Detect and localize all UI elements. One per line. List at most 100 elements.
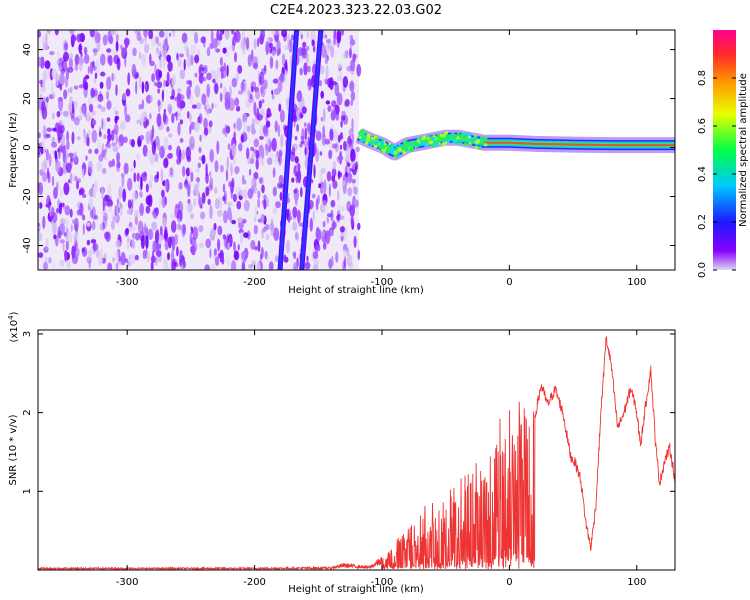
- y-tick-label: -40: [22, 237, 33, 253]
- signal-peak: [483, 141, 675, 147]
- noise-blob: [138, 104, 143, 110]
- noise-blob: [190, 171, 194, 182]
- noise-blob: [243, 120, 248, 131]
- noise-blob: [169, 32, 171, 37]
- noise-blob: [278, 174, 284, 184]
- noise-blob: [337, 135, 344, 140]
- noise-blob: [241, 261, 246, 270]
- noise-blob: [240, 134, 244, 144]
- noise-blob: [83, 132, 87, 146]
- noise-blob: [278, 149, 283, 157]
- noise-blob: [209, 180, 213, 190]
- noise-blob: [174, 233, 178, 246]
- noise-blob: [127, 72, 131, 86]
- noise-blob: [326, 216, 329, 223]
- noise-blob: [333, 31, 336, 46]
- noise-blob: [94, 30, 99, 44]
- signal-speck: [460, 133, 464, 137]
- noise-blob: [195, 177, 201, 183]
- noise-blob: [69, 52, 74, 59]
- noise-blob: [356, 64, 362, 77]
- noise-blob: [69, 208, 73, 218]
- noise-blob: [86, 239, 91, 246]
- noise-blob: [151, 35, 157, 47]
- noise-blob: [348, 254, 353, 264]
- noise-blob: [231, 30, 234, 35]
- noise-blob: [190, 226, 193, 232]
- noise-blob: [326, 171, 332, 182]
- noise-blob: [189, 113, 192, 123]
- noise-blob: [95, 135, 98, 141]
- noise-blob: [101, 149, 106, 158]
- y-tick-label: 2: [22, 409, 33, 415]
- noise-blob: [64, 75, 69, 88]
- noise-blob: [115, 262, 119, 270]
- noise-blob: [110, 30, 117, 35]
- noise-blob: [39, 202, 43, 209]
- noise-blob: [345, 171, 348, 178]
- noise-blob: [125, 227, 130, 235]
- noise-blob: [185, 146, 191, 160]
- noise-blob: [328, 183, 331, 197]
- noise-blob: [78, 189, 82, 196]
- noise-blob: [337, 204, 342, 215]
- noise-blob: [159, 146, 165, 159]
- noise-blob: [145, 130, 151, 145]
- noise-blob: [56, 207, 60, 214]
- noise-blob: [220, 82, 223, 89]
- noise-blob: [337, 170, 341, 180]
- noise-blob: [295, 107, 302, 121]
- noise-blob: [132, 47, 137, 57]
- noise-blob: [340, 30, 345, 36]
- noise-blob: [326, 39, 331, 44]
- noise-blob: [241, 251, 247, 261]
- signal-speck: [390, 145, 394, 150]
- noise-blob: [90, 209, 94, 219]
- noise-blob: [67, 88, 70, 94]
- noise-blob: [69, 30, 75, 35]
- streak-1: [277, 30, 300, 270]
- noise-blob: [293, 189, 298, 194]
- noise-blob: [266, 157, 273, 166]
- noise-blob: [43, 261, 48, 270]
- noise-blob: [344, 256, 347, 269]
- signal-speck: [474, 137, 477, 140]
- noise-blob: [230, 180, 235, 194]
- noise-blob: [194, 85, 201, 98]
- noise-blob: [126, 235, 130, 250]
- noise-blob: [78, 84, 84, 89]
- noise-blob: [91, 119, 97, 126]
- noise-blob: [123, 162, 129, 175]
- noise-blob: [205, 186, 210, 197]
- noise-blob: [161, 89, 164, 102]
- noise-blob: [144, 80, 149, 93]
- noise-blob: [87, 129, 91, 136]
- noise-blob: [153, 207, 159, 213]
- signal-speck: [431, 137, 436, 141]
- noise-blob: [156, 142, 161, 150]
- noise-blob: [85, 133, 90, 147]
- noise-blob: [82, 223, 85, 235]
- noise-blob: [284, 59, 288, 72]
- noise-blob: [191, 104, 197, 109]
- noise-blob: [156, 113, 162, 127]
- noise-blob: [331, 100, 337, 108]
- noise-blob: [103, 134, 107, 140]
- signal-speck: [458, 135, 462, 139]
- noise-blob: [51, 112, 55, 120]
- noise-blob: [266, 133, 271, 147]
- noise-blob: [79, 62, 83, 72]
- noise-blob: [261, 184, 265, 194]
- noise-blob: [288, 216, 291, 223]
- noise-blob: [336, 92, 343, 106]
- noise-blob: [277, 156, 281, 163]
- noise-blob: [268, 223, 275, 231]
- noise-blob: [319, 170, 323, 183]
- noise-blob: [64, 205, 71, 216]
- noise-blob: [327, 77, 332, 88]
- noise-blob: [62, 144, 67, 157]
- noise-blob: [176, 246, 179, 257]
- noise-blob: [63, 182, 70, 196]
- noise-blob: [327, 105, 332, 112]
